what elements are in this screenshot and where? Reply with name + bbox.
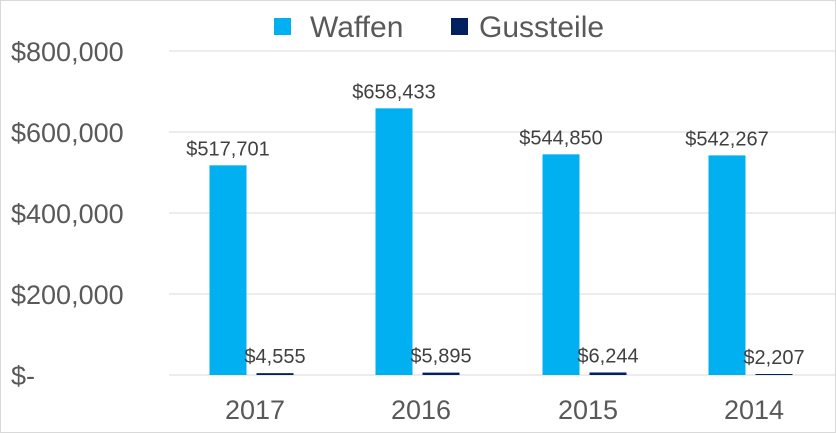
data-label: $544,850 [519, 127, 602, 149]
bar-gussteile-2015 [589, 372, 627, 375]
x-tick-label: 2017 [225, 395, 285, 425]
y-tick-label: $- [11, 361, 35, 391]
y-tick-label: $800,000 [11, 37, 124, 67]
data-label: $5,895 [410, 346, 471, 368]
data-label: $517,701 [186, 138, 269, 160]
y-tick-label: $400,000 [11, 199, 124, 229]
legend-swatch-gussteile [451, 18, 468, 35]
legend-label: Gussteile [479, 11, 604, 44]
legend-swatch-waffen [274, 18, 291, 35]
y-tick-label: $600,000 [11, 118, 124, 148]
bar-waffen-2016 [375, 108, 413, 376]
y-tick-label: $200,000 [11, 280, 124, 310]
data-label: $2,207 [743, 347, 804, 369]
data-label: $6,244 [577, 345, 638, 367]
bar-gussteile-2014 [755, 374, 793, 375]
bar-waffen-2014 [708, 155, 746, 375]
x-tick-label: 2016 [391, 395, 451, 425]
bar-gussteile-2017 [256, 373, 294, 375]
bar-waffen-2017 [209, 165, 247, 375]
bar-gussteile-2016 [422, 372, 460, 375]
bar-waffen-2015 [542, 154, 580, 375]
data-label: $4,555 [244, 346, 305, 368]
legend-label: Waffen [310, 11, 403, 44]
data-label: $542,267 [685, 128, 768, 150]
x-tick-label: 2015 [558, 395, 618, 425]
x-tick-label: 2014 [724, 395, 784, 425]
data-label: $658,433 [352, 81, 435, 103]
